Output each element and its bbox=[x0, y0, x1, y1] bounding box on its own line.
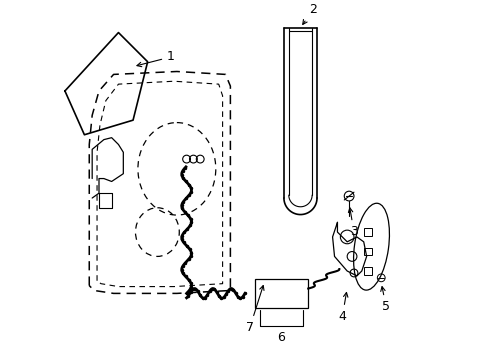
Text: 6: 6 bbox=[277, 331, 285, 344]
Bar bbox=[254, 279, 307, 308]
Text: 3: 3 bbox=[347, 208, 357, 238]
Text: 5: 5 bbox=[380, 287, 389, 313]
Text: 7: 7 bbox=[245, 285, 264, 334]
Text: 1: 1 bbox=[137, 50, 175, 67]
Bar bbox=[363, 228, 371, 236]
Text: 4: 4 bbox=[338, 292, 347, 323]
Bar bbox=[363, 248, 371, 256]
Bar bbox=[363, 267, 371, 275]
Text: 2: 2 bbox=[302, 3, 316, 24]
